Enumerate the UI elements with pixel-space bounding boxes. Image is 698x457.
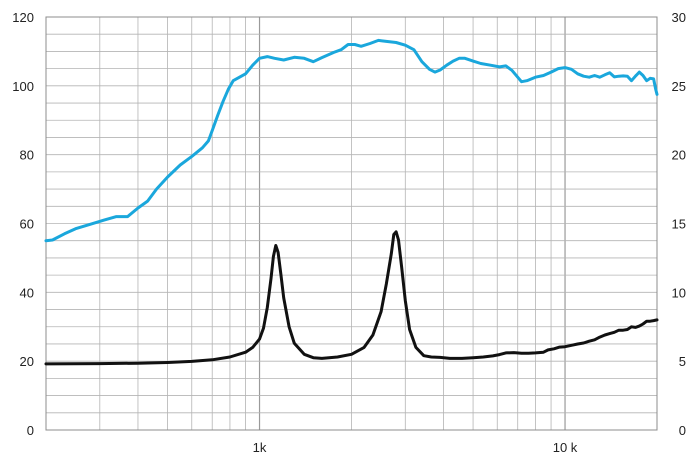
plot-border: [45, 16, 658, 431]
y-axis-right-ticks: 0 5 10 15 20 25 30: [672, 10, 686, 438]
x-tick-label: 10 k: [553, 440, 578, 455]
y-tick-label-left: 20: [20, 354, 34, 369]
x-axis-ticks: 1k 10 k: [253, 440, 578, 455]
y-tick-label-right: 10: [672, 285, 686, 300]
y-tick-label-right: 5: [679, 354, 686, 369]
y-tick-label-left: 120: [12, 10, 34, 25]
y-tick-label-right: 20: [672, 148, 686, 163]
gridlines: [46, 17, 657, 430]
plot-frame: [45, 16, 658, 431]
series-line-left-axis: [44, 38, 659, 243]
series-line-right-axis: [44, 230, 659, 366]
y-tick-label-left: 0: [27, 423, 34, 438]
y-tick-label-left: 80: [20, 148, 34, 163]
y-tick-label-right: 15: [672, 217, 686, 232]
y-tick-label-right: 0: [679, 423, 686, 438]
y-tick-label-left: 40: [20, 285, 34, 300]
y-axis-left-ticks: 0 20 40 60 80 100 120: [12, 10, 34, 438]
series-layer: [44, 38, 659, 366]
y-tick-label-left: 60: [20, 217, 34, 232]
y-tick-label-right: 30: [672, 10, 686, 25]
y-tick-label-right: 25: [672, 79, 686, 94]
y-tick-label-left: 100: [12, 79, 34, 94]
x-tick-label: 1k: [253, 440, 267, 455]
